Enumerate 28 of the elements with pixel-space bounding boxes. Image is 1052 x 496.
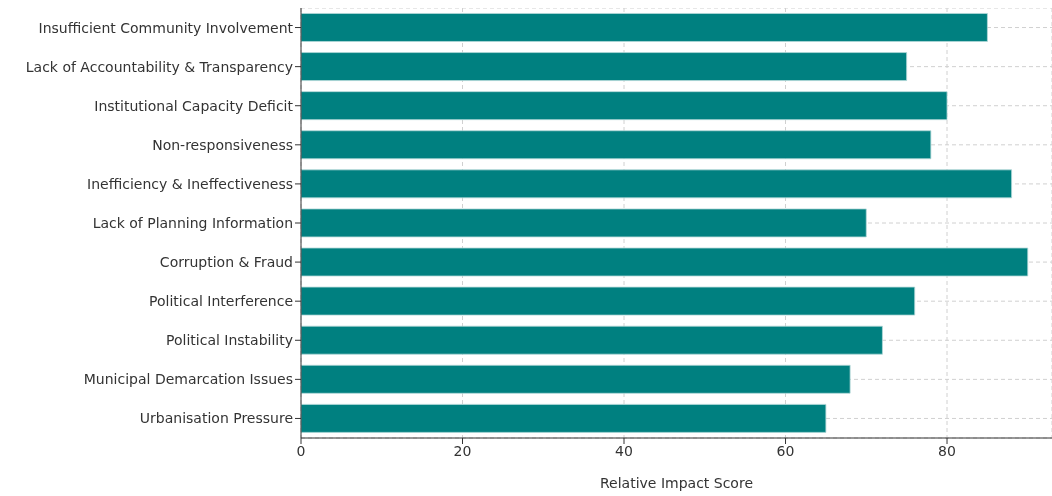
y-tick-label: Municipal Demarcation Issues [83,371,293,388]
x-axis-title: Relative Impact Score [600,475,753,491]
x-tick-label: 80 [938,442,956,459]
y-tick-label: Inefficiency & Ineffectiveness [87,175,293,192]
y-tick-label: Insufficient Community Involvement [38,19,294,36]
bar [301,52,908,81]
bar [301,13,988,42]
x-tick-label: 40 [615,442,633,459]
bar [301,208,867,238]
y-tick-label: Political Interference [149,293,293,310]
bar [301,403,827,433]
y-tick-label: Urbanisation Pressure [139,410,293,427]
y-tick-label: Lack of Planning Information [92,214,293,231]
y-tick-label: Corruption & Fraud [159,254,293,271]
bar [301,130,932,160]
bar [301,364,851,394]
bar [301,169,1013,199]
x-tick-label: 20 [453,442,472,459]
bar [301,325,883,355]
x-tick-label: 60 [776,442,795,459]
bar [301,286,916,316]
bar [301,247,1029,277]
bar [301,91,948,121]
y-tick-label: Lack of Accountability & Transparency [25,58,293,75]
y-tick-label: Institutional Capacity Deficit [94,97,294,114]
y-tick-label: Political Instability [166,332,293,349]
x-tick-label: 0 [296,442,306,459]
y-tick-label: Non-responsiveness [152,136,293,153]
